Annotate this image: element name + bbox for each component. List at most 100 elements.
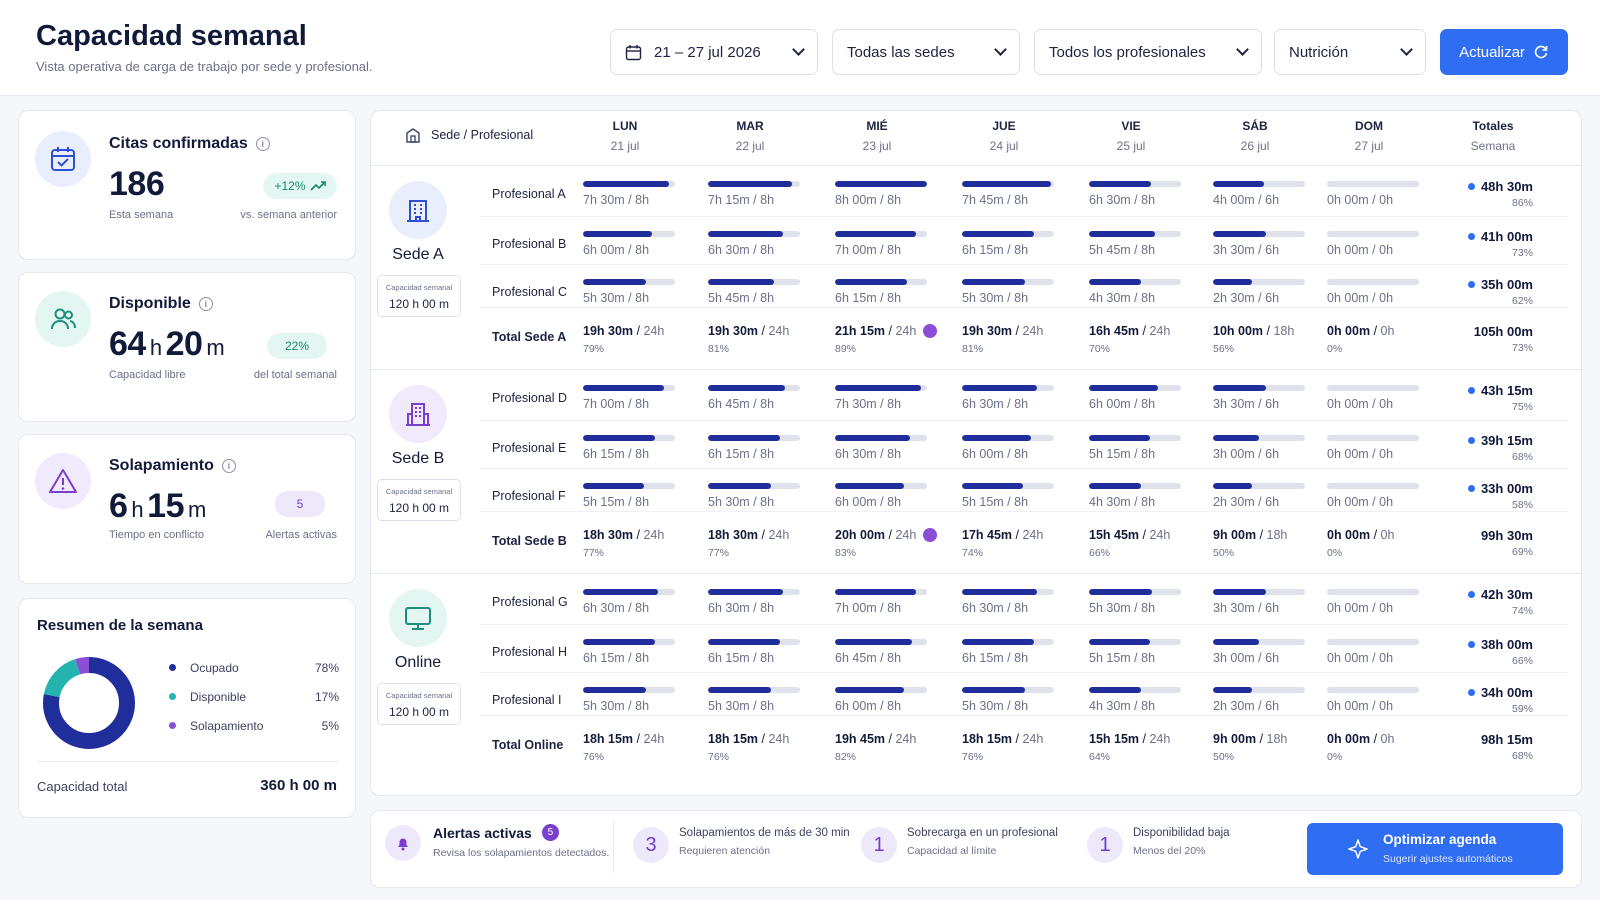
load-cell[interactable]: 0h 00m / 0h <box>1327 495 1394 509</box>
load-cell[interactable]: 6h 15m / 8h <box>708 651 775 665</box>
professional-name[interactable]: Profesional D <box>492 391 568 405</box>
load-cell[interactable]: 7h 45m / 8h <box>962 193 1029 207</box>
load-cell[interactable]: 6h 15m / 8h <box>962 651 1029 665</box>
load-cell[interactable]: 6h 45m / 8h <box>708 397 775 411</box>
load-cell[interactable]: 5h 15m / 8h <box>962 495 1029 509</box>
load-cell[interactable]: 6h 00m / 8h <box>835 699 902 713</box>
load-cell[interactable]: 7h 30m / 8h <box>583 193 650 207</box>
load-cell[interactable]: 6h 00m / 8h <box>1089 397 1156 411</box>
load-cell[interactable]: 2h 30m / 6h <box>1213 699 1280 713</box>
load-cell[interactable]: 7h 30m / 8h <box>835 397 902 411</box>
load-bar <box>583 435 675 441</box>
load-cell[interactable]: 4h 30m / 8h <box>1089 699 1156 713</box>
load-cell[interactable]: 6h 30m / 8h <box>708 601 775 615</box>
sede-total-label: Total Online <box>492 738 564 752</box>
load-bar-fill <box>835 279 907 285</box>
load-cell[interactable]: 5h 30m / 8h <box>962 699 1029 713</box>
load-cell[interactable]: 3h 30m / 6h <box>1213 397 1280 411</box>
load-cell[interactable]: 5h 30m / 8h <box>708 495 775 509</box>
load-cell[interactable]: 7h 00m / 8h <box>583 397 650 411</box>
load-cell[interactable]: 7h 00m / 8h <box>835 601 902 615</box>
load-cell[interactable]: 7h 00m / 8h <box>835 243 902 257</box>
professional-name[interactable]: Profesional H <box>492 645 568 659</box>
load-bar <box>708 639 800 645</box>
load-cell[interactable]: 6h 00m / 8h <box>835 495 902 509</box>
load-cell[interactable]: 5h 45m / 8h <box>1089 243 1156 257</box>
load-cell[interactable]: 0h 00m / 0h <box>1327 291 1394 305</box>
alert-item[interactable]: Solapamientos de más de 30 min Requieren … <box>679 827 850 857</box>
load-cell[interactable]: 5h 45m / 8h <box>708 291 775 305</box>
load-cell[interactable]: 5h 30m / 8h <box>583 291 650 305</box>
load-cell[interactable]: 5h 30m / 8h <box>708 699 775 713</box>
load-cell[interactable]: 5h 30m / 8h <box>583 699 650 713</box>
load-cell[interactable]: 6h 15m / 8h <box>962 243 1029 257</box>
load-bar <box>1327 279 1419 285</box>
update-button[interactable]: Actualizar <box>1440 29 1568 75</box>
load-cell[interactable]: 0h 00m / 0h <box>1327 447 1394 461</box>
load-cell[interactable]: 8h 00m / 8h <box>835 193 902 207</box>
load-cell[interactable]: 0h 00m / 0h <box>1327 699 1394 713</box>
load-cell[interactable]: 6h 15m / 8h <box>835 291 902 305</box>
load-cell[interactable]: 0h 00m / 0h <box>1327 601 1394 615</box>
optimize-agenda-button[interactable]: Optimizar agenda Sugerir ajustes automát… <box>1307 823 1563 875</box>
load-bar-fill <box>962 589 1037 595</box>
load-cell[interactable]: 5h 30m / 8h <box>1089 601 1156 615</box>
sede-total-pct: 56% <box>1213 343 1235 355</box>
info-icon[interactable]: i <box>198 297 213 311</box>
profesionales-select[interactable]: Todos los profesionales <box>1034 29 1262 75</box>
load-cell[interactable]: 6h 30m / 8h <box>1089 193 1156 207</box>
load-cell[interactable]: 5h 15m / 8h <box>1089 651 1156 665</box>
load-cell[interactable]: 4h 00m / 6h <box>1213 193 1280 207</box>
especialidad-select[interactable]: Nutrición <box>1274 29 1426 75</box>
load-cell[interactable]: 3h 00m / 6h <box>1213 447 1280 461</box>
load-cell[interactable]: 5h 15m / 8h <box>1089 447 1156 461</box>
professional-name[interactable]: Profesional B <box>492 237 567 251</box>
load-cell[interactable]: 6h 15m / 8h <box>708 447 775 461</box>
load-cell[interactable]: 7h 15m / 8h <box>708 193 775 207</box>
summary-legend: Ocupado 78% Disponible 17% Solapamiento 5% <box>169 653 339 740</box>
load-bar <box>1213 687 1305 693</box>
overlap-indicator[interactable] <box>923 324 937 338</box>
sedes-select[interactable]: Todas las sedes <box>832 29 1020 75</box>
professional-name[interactable]: Profesional I <box>492 693 562 707</box>
professional-name[interactable]: Profesional G <box>492 595 568 609</box>
load-bar-fill <box>1213 687 1252 693</box>
date-range-select[interactable]: 21 – 27 jul 2026 <box>610 29 818 75</box>
load-cell[interactable]: 0h 00m / 0h <box>1327 397 1394 411</box>
alert-item[interactable]: Sobrecarga en un profesional Capacidad al… <box>907 827 1058 857</box>
alerts-title: Alertas activas 5 <box>433 824 559 841</box>
load-cell[interactable]: 6h 30m / 8h <box>708 243 775 257</box>
load-cell[interactable]: 6h 45m / 8h <box>835 651 902 665</box>
legend-dot <box>169 693 176 700</box>
trending-up-icon <box>309 181 326 191</box>
load-cell[interactable]: 0h 00m / 0h <box>1327 193 1394 207</box>
load-cell[interactable]: 2h 30m / 6h <box>1213 495 1280 509</box>
professional-name[interactable]: Profesional A <box>492 187 566 201</box>
load-cell[interactable]: 2h 30m / 6h <box>1213 291 1280 305</box>
load-cell[interactable]: 6h 00m / 8h <box>583 243 650 257</box>
info-icon[interactable]: i <box>221 459 236 473</box>
load-cell[interactable]: 6h 30m / 8h <box>835 447 902 461</box>
load-cell[interactable]: 4h 30m / 8h <box>1089 495 1156 509</box>
professional-name[interactable]: Profesional E <box>492 441 567 455</box>
load-cell[interactable]: 6h 30m / 8h <box>962 397 1029 411</box>
load-cell[interactable]: 6h 15m / 8h <box>583 651 650 665</box>
professional-name[interactable]: Profesional F <box>492 489 566 503</box>
alerts-count: 5 <box>541 824 559 841</box>
load-cell[interactable]: 6h 30m / 8h <box>583 601 650 615</box>
professional-name[interactable]: Profesional C <box>492 285 568 299</box>
load-cell[interactable]: 3h 00m / 6h <box>1213 651 1280 665</box>
load-cell[interactable]: 6h 30m / 8h <box>962 601 1029 615</box>
alert-item[interactable]: Disponibilidad baja Menos del 20% <box>1133 827 1230 857</box>
load-cell[interactable]: 4h 30m / 8h <box>1089 291 1156 305</box>
load-cell[interactable]: 5h 30m / 8h <box>962 291 1029 305</box>
load-cell[interactable]: 5h 15m / 8h <box>583 495 650 509</box>
load-cell[interactable]: 6h 00m / 8h <box>962 447 1029 461</box>
load-cell[interactable]: 6h 15m / 8h <box>583 447 650 461</box>
info-icon[interactable]: i <box>255 137 270 151</box>
load-cell[interactable]: 3h 30m / 6h <box>1213 601 1280 615</box>
load-cell[interactable]: 0h 00m / 0h <box>1327 651 1394 665</box>
overlap-indicator[interactable] <box>923 528 937 542</box>
load-cell[interactable]: 0h 00m / 0h <box>1327 243 1394 257</box>
load-cell[interactable]: 3h 30m / 6h <box>1213 243 1280 257</box>
